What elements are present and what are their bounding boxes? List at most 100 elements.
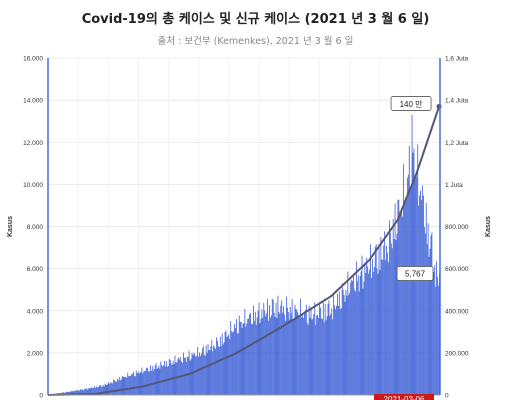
bar [425,202,427,395]
bar [434,265,436,395]
bar [211,339,213,395]
bar [423,226,425,395]
bar [215,349,216,395]
bar [294,304,296,395]
bar [201,353,202,395]
bar [107,383,109,395]
bar [431,232,433,395]
total-cases-line [48,106,441,396]
bar [112,383,114,395]
y-tick-label-right: 1,4 Juta [445,98,469,105]
daily-callout-box [396,266,434,281]
bar [328,300,330,395]
bar [308,305,310,395]
y-tick-label-right: 200.000 [445,350,469,357]
bar [75,390,77,395]
bar [79,390,80,395]
bar [437,276,438,395]
bar [411,114,413,395]
bar [117,380,119,395]
bar [387,252,388,395]
bar [269,305,270,395]
bar [138,373,140,395]
bar [302,313,303,395]
bar [367,266,369,395]
bar [105,385,107,395]
bar [404,200,405,395]
bar [228,334,230,395]
bar [195,356,197,395]
bar [237,333,239,395]
bar [300,298,302,395]
bar [372,271,374,395]
bar [141,367,143,395]
bar [312,318,314,395]
bar [324,303,326,395]
bar [343,295,345,395]
bar [149,371,150,395]
bar [143,371,145,395]
bar [290,313,292,395]
bar [173,364,175,395]
bar [309,317,311,395]
bar [261,309,263,395]
bar [190,359,192,395]
bar [131,374,132,395]
bar [223,342,225,395]
bar [185,362,187,395]
bar [362,288,364,395]
bar [346,295,348,395]
bar [374,246,376,395]
bar [409,187,411,395]
bar [110,382,112,395]
bar [369,269,370,395]
bar [233,331,234,395]
bar [321,319,323,395]
bar [209,350,211,395]
bar [84,389,86,395]
bar [368,273,370,395]
y-tick-label-right: 600.000 [445,266,469,273]
bar [316,315,318,395]
bar [174,355,176,395]
bar [371,258,373,395]
bar [71,390,73,395]
bar [388,220,390,395]
bar [375,243,377,395]
bar [436,261,438,395]
bar [287,312,289,395]
bar [136,373,138,395]
bar [123,377,125,395]
bar [365,272,367,395]
bar [406,177,408,395]
bar [424,233,426,395]
y-tick-label-left: 2.000 [27,350,44,357]
bar [132,373,133,395]
bar [380,236,382,395]
bar [155,363,157,395]
bar [400,210,402,395]
bar [119,380,121,395]
bar [118,376,120,395]
bar [182,362,183,395]
bar [122,376,124,395]
y-tick-label-left: 10.000 [23,182,43,189]
bar [193,352,195,395]
bar [65,391,67,395]
bar [246,323,248,395]
bar [94,386,96,395]
bar [244,308,246,395]
bar [347,271,349,395]
bar [330,313,332,395]
bar [126,377,128,395]
bar [116,381,117,395]
bar [245,326,247,395]
bar [114,380,115,395]
bar [360,271,362,395]
bar [318,317,319,395]
bar [147,367,148,395]
bar [416,176,418,395]
bar [429,248,431,395]
bar [236,333,238,395]
bar [314,302,316,395]
